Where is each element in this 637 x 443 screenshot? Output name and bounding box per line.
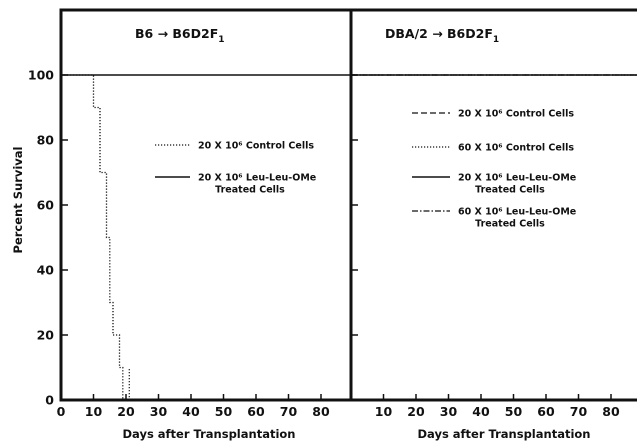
right-panel-title-main: DBA/2 → B6D2F <box>385 26 493 41</box>
right-x-tick-label: 10 <box>375 404 393 419</box>
left-legend: 20 X 10⁶ Control Cells 20 X 10⁶ Leu-Leu-O… <box>155 141 316 196</box>
left-y-tick-label: 20 <box>37 328 55 343</box>
right-legend-label-3: 20 X 10⁶ Leu-Leu-OMe <box>458 173 576 184</box>
left-legend-label-2: Treated Cells <box>215 185 285 196</box>
left-x-tick-label: 0 <box>57 404 66 419</box>
left-panel: B6 → B6D2F1 0 20 40 60 80 100 0 10 20 30 40 50 60 70… <box>11 8 354 441</box>
left-y-tick-label: 40 <box>37 263 55 278</box>
left-x-tick-label: 50 <box>215 404 233 419</box>
right-legend-label-1: 20 X 10⁶ Control Cells <box>458 109 574 120</box>
right-x-tick-label: 70 <box>570 404 588 419</box>
left-y-tick-label: 60 <box>37 198 55 213</box>
right-legend-label-2: 60 X 10⁶ Control Cells <box>458 143 574 154</box>
left-x-tick-label: 80 <box>312 404 330 419</box>
right-x-tick-label: 80 <box>602 404 620 419</box>
left-panel-frame <box>59 8 353 402</box>
right-x-axis-title: Days after Transplantation <box>418 427 591 441</box>
right-x-tick-label: 60 <box>537 404 555 419</box>
right-x-tick-label: 40 <box>472 404 490 419</box>
left-x-tick-label: 70 <box>280 404 298 419</box>
right-legend-label-3: Treated Cells <box>475 185 545 196</box>
left-x-tick-label: 10 <box>85 404 103 419</box>
left-x-axis-title: Days after Transplantation <box>123 427 296 441</box>
left-legend-label-1: 20 X 10⁶ Control Cells <box>198 141 314 152</box>
left-y-tick-label: 100 <box>28 68 54 83</box>
right-panel-title-subscript: 1 <box>493 35 499 45</box>
right-x-ticks: 10 20 30 40 50 60 70 80 <box>375 394 620 419</box>
left-x-tick-label: 40 <box>182 404 200 419</box>
right-legend-label-4: 60 X 10⁶ Leu-Leu-OMe <box>458 207 576 218</box>
left-x-tick-label: 30 <box>150 404 168 419</box>
right-panel-frame <box>349 8 637 402</box>
left-panel-title-main: B6 → B6D2F <box>135 26 218 41</box>
left-y-tick-label: 0 <box>45 393 54 408</box>
left-panel-title: B6 → B6D2F1 <box>135 26 225 45</box>
y-axis-title: Percent Survival <box>11 147 25 254</box>
right-legend: 20 X 10⁶ Control Cells 60 X 10⁶ Control C… <box>412 109 576 230</box>
left-x-tick-label: 20 <box>117 404 135 419</box>
right-x-tick-label: 20 <box>407 404 425 419</box>
left-y-tick-label: 80 <box>37 133 55 148</box>
right-x-tick-label: 30 <box>440 404 458 419</box>
left-series-group <box>61 74 354 401</box>
right-panel-title: DBA/2 → B6D2F1 <box>385 26 499 45</box>
right-legend-label-4: Treated Cells <box>475 219 545 230</box>
left-series-line-1 <box>61 74 130 401</box>
right-x-tick-label: 50 <box>505 404 523 419</box>
right-y-ticks <box>351 74 358 401</box>
left-x-tick-label: 60 <box>247 404 265 419</box>
right-panel: DBA/2 → B6D2F1 10 20 30 40 50 60 70 80 20 X 10⁶… <box>349 8 637 441</box>
left-legend-label-2: 20 X 10⁶ Leu-Leu-OMe <box>198 173 316 184</box>
left-x-ticks: 0 10 20 30 40 50 60 70 80 <box>57 394 330 419</box>
left-panel-title-subscript: 1 <box>218 35 224 45</box>
